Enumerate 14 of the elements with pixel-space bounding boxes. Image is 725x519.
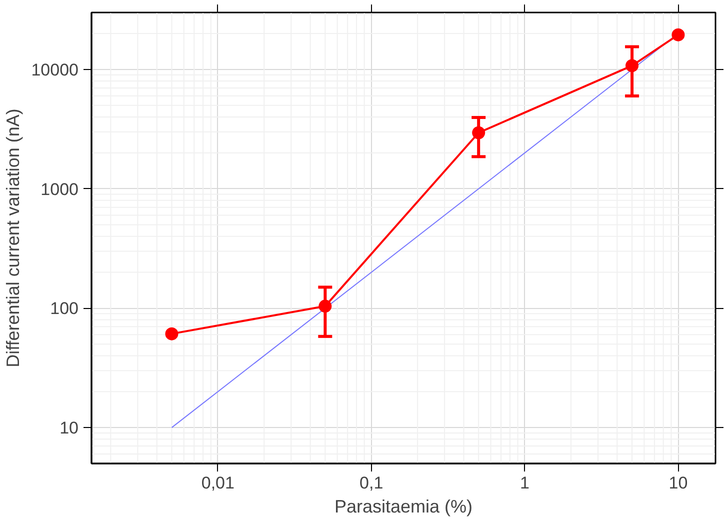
point <box>626 59 639 72</box>
y-tick-label: 10 <box>60 418 79 438</box>
x-axis-title: Parasitaemia (%) <box>334 496 473 516</box>
point <box>165 327 178 340</box>
y-tick-label: 100 <box>50 299 79 318</box>
y-axis-title: Differential current variation (nA) <box>3 108 24 368</box>
y-tick-label: 10000 <box>31 60 79 80</box>
point <box>318 300 332 313</box>
y-tick-label: 1000 <box>40 180 79 199</box>
x-tick-label: 0,1 <box>360 474 384 492</box>
x-tick-label: 1 <box>520 474 530 492</box>
x-tick-label: 0,01 <box>201 474 234 492</box>
point <box>472 126 486 140</box>
x-tick-label: 10 <box>668 474 688 492</box>
